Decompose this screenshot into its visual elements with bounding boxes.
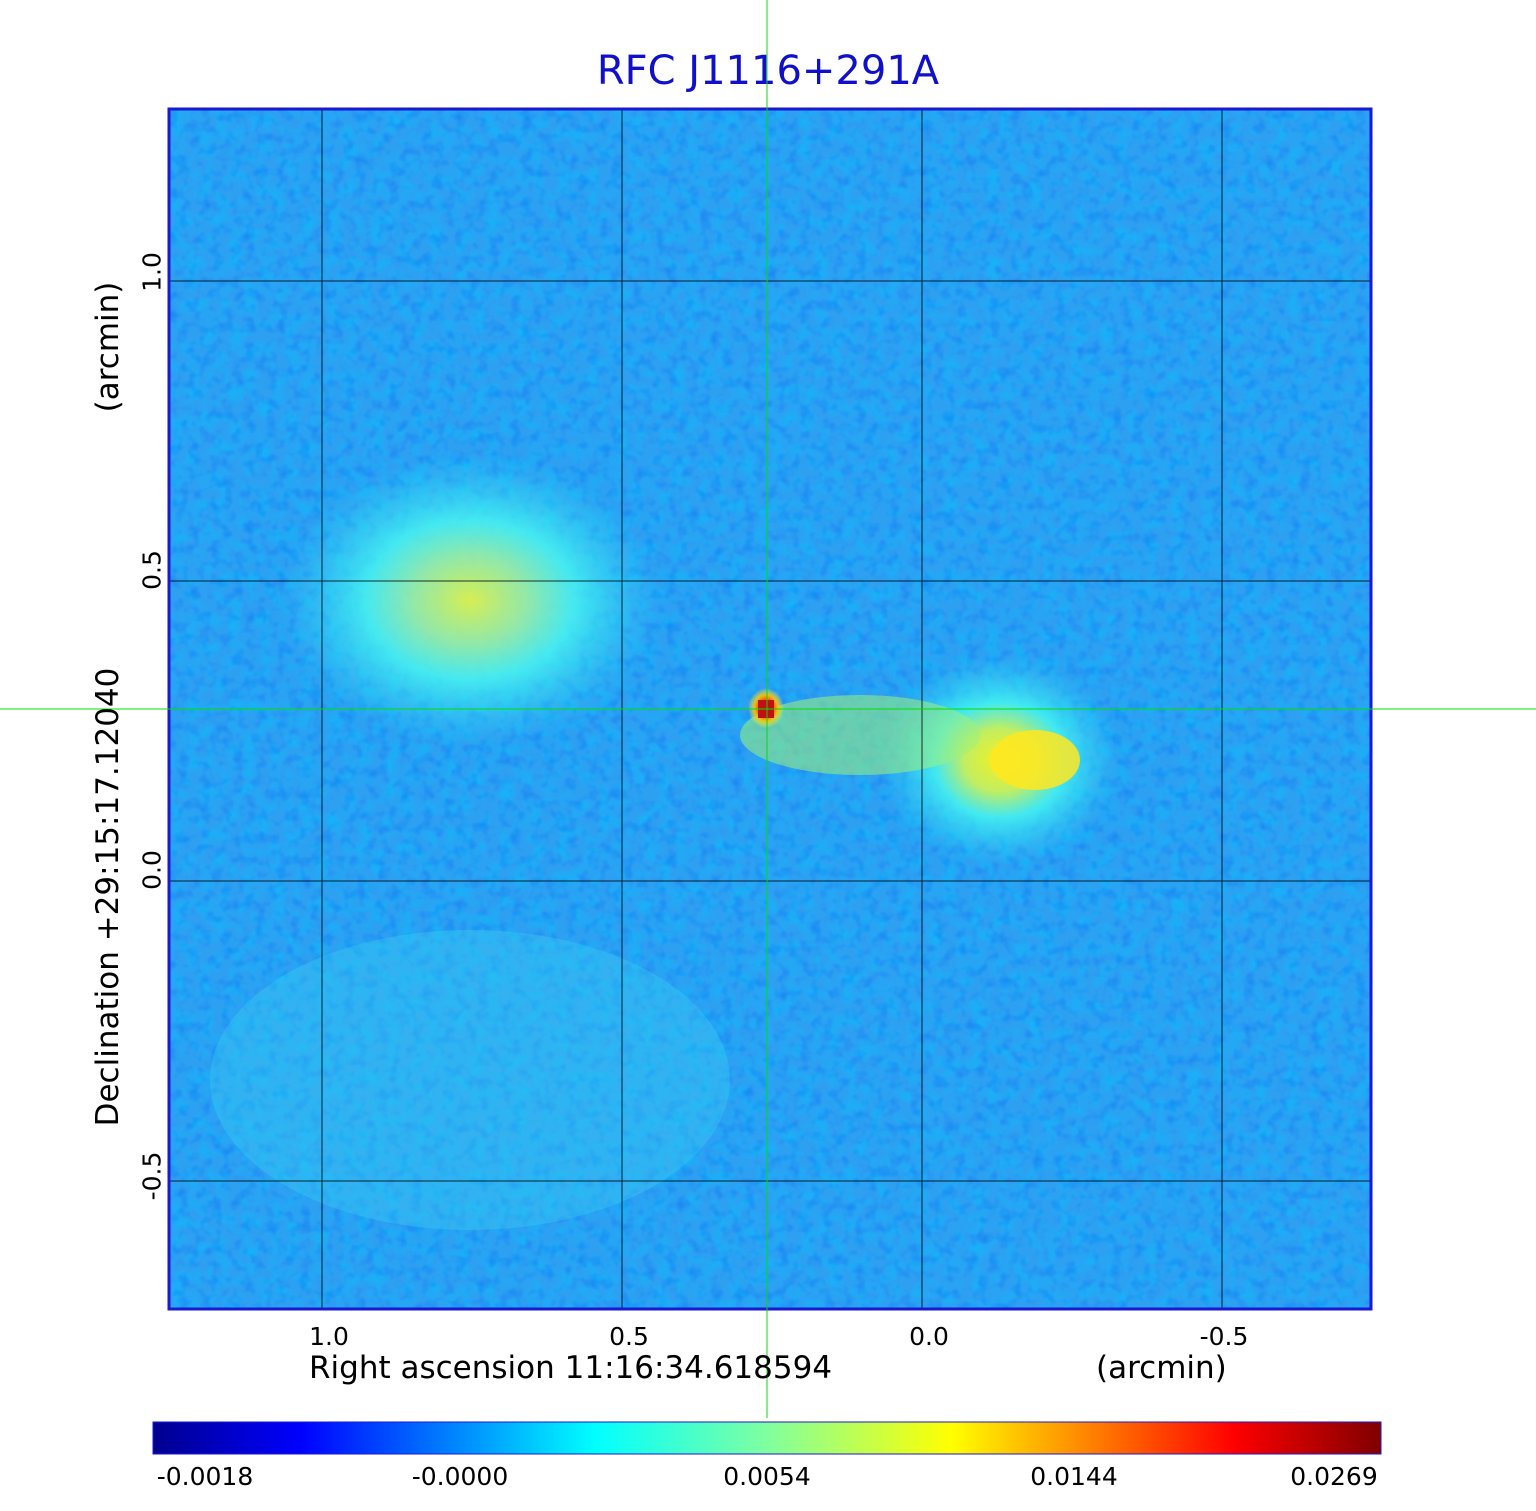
colorbar bbox=[152, 1421, 1382, 1455]
x-axis-unit: (arcmin) bbox=[1096, 1350, 1227, 1386]
x-axis-label: Right ascension 11:16:34.618594 bbox=[309, 1350, 833, 1386]
x-tick-label: 0.0 bbox=[909, 1322, 949, 1351]
y-axis-unit: (arcmin) bbox=[90, 281, 126, 413]
y-tick-label: 0.5 bbox=[137, 550, 167, 590]
figure-title: RFC J1116+291A bbox=[596, 48, 940, 94]
y-tick-label: -0.5 bbox=[137, 1151, 167, 1201]
east-lobe bbox=[280, 455, 660, 745]
crosshair bbox=[0, 0, 1536, 1418]
y-tick-label: 1.0 bbox=[137, 252, 167, 292]
x-tick-label: 1.0 bbox=[309, 1322, 349, 1351]
colorbar-tick-label: 0.0269 bbox=[1290, 1462, 1378, 1491]
x-tick-label: 0.5 bbox=[609, 1322, 649, 1351]
y-tick-label: 0.0 bbox=[137, 850, 167, 890]
x-tick-label: -0.5 bbox=[1199, 1322, 1249, 1351]
colorbar-tick-label: -0.0000 bbox=[411, 1462, 509, 1491]
jet bbox=[740, 695, 980, 775]
colorbar-tick-label: -0.0018 bbox=[156, 1462, 254, 1491]
colorbar-tick-label: 0.0054 bbox=[723, 1462, 811, 1491]
colorbar-tick-label: 0.0144 bbox=[1030, 1462, 1118, 1491]
y-axis-label: Declination +29:15:17.12040 bbox=[90, 667, 126, 1127]
